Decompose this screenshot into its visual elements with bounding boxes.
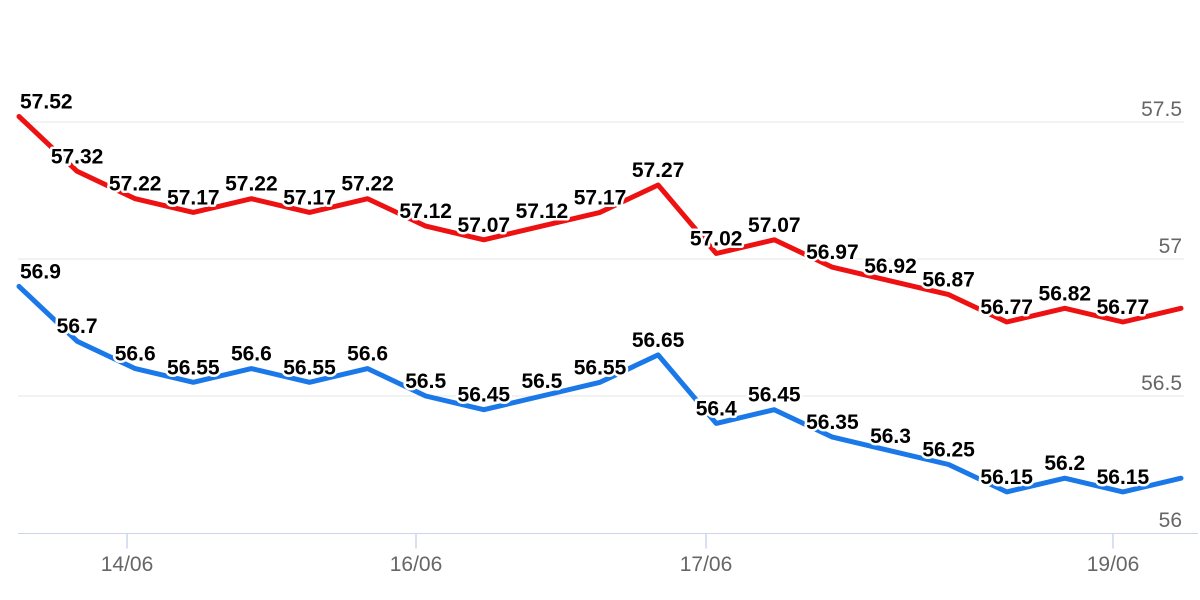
data-label-series-2: 56.5 [405,370,446,393]
data-label-series-2: 56.6 [115,343,156,366]
x-axis-label: 16/06 [390,553,443,576]
data-label-series-2: 56.55 [283,356,336,379]
data-label-series-2: 56.5 [521,370,562,393]
data-label-series-2: 56.65 [632,329,685,352]
x-axis-label: 14/06 [101,553,154,576]
data-label-series-2: 56.6 [231,343,272,366]
data-label-series-1: 56.92 [864,255,917,278]
data-label-series-1: 56.82 [1039,282,1092,305]
data-label-series-2: 56.2 [1044,452,1085,475]
y-axis-label: 56.5 [1141,372,1182,395]
data-label-series-1: 57.17 [167,186,220,209]
data-label-series-1: 57.52 [20,91,73,114]
data-label-series-2: 56.45 [748,384,801,407]
data-label-series-1: 57.32 [51,145,104,168]
data-label-series-1: 57.07 [748,214,801,237]
data-label-series-1: 57.12 [516,200,569,223]
data-label-series-1: 57.17 [283,186,336,209]
data-label-series-1: 56.97 [806,241,859,264]
y-axis-label: 57 [1159,235,1182,258]
data-label-series-2: 56.15 [1097,466,1150,489]
data-label-series-2: 56.55 [167,356,220,379]
y-axis-label: 56 [1159,509,1182,532]
data-label-series-1: 56.77 [980,296,1033,319]
data-label-series-2: 56.35 [806,411,859,434]
data-label-series-2: 56.45 [458,384,511,407]
data-label-series-2: 56.7 [57,315,98,338]
series-line-1[interactable] [16,114,1184,325]
data-label-series-1: 57.22 [109,173,162,196]
data-label-series-1: 57.17 [574,186,627,209]
data-label-series-1: 57.22 [225,173,278,196]
data-label-series-1: 56.87 [922,269,975,292]
x-axis-label: 19/06 [1087,553,1140,576]
data-label-series-2: 56.25 [922,439,975,462]
data-label-series-2: 56.55 [574,356,627,379]
data-label-series-1: 57.07 [458,214,511,237]
data-label-series-2: 56.4 [696,397,737,420]
y-axis-label: 57.5 [1141,98,1182,121]
data-label-series-1: 56.77 [1097,296,1150,319]
series-line-2[interactable] [16,283,1184,495]
x-axis-label: 17/06 [680,553,733,576]
data-label-series-2: 56.3 [870,425,911,448]
data-label-series-2: 56.6 [347,343,388,366]
data-label-series-1: 57.27 [632,159,685,182]
data-label-series-2: 56.15 [980,466,1033,489]
data-label-series-1: 57.22 [341,173,394,196]
data-label-series-2: 56.9 [20,260,61,283]
data-label-series-1: 57.02 [690,228,743,251]
data-label-series-1: 57.12 [399,200,452,223]
